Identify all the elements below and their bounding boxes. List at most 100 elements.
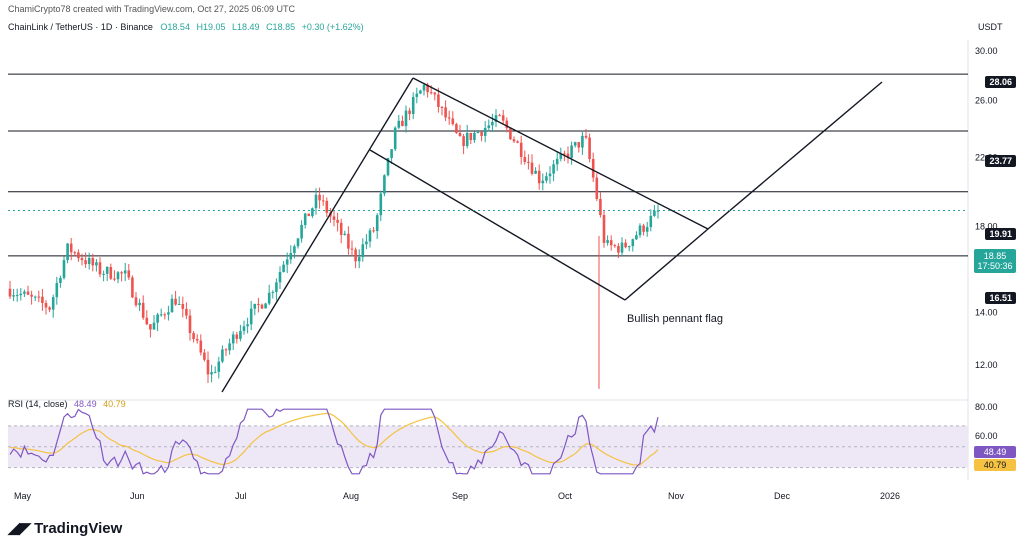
x-tick-label: Jun (130, 491, 145, 501)
candle-body (314, 194, 318, 209)
x-tick-label: Jul (235, 491, 247, 501)
candle-body (617, 245, 620, 253)
candle-body (375, 215, 379, 232)
candle-body (581, 135, 584, 148)
candle-body (156, 314, 159, 323)
candle-body (591, 158, 595, 178)
candle-body (275, 282, 278, 292)
candle-body (15, 295, 19, 297)
candle-body (163, 314, 167, 316)
candle-body (325, 200, 329, 213)
level-23-label: 23.77 (985, 155, 1016, 167)
candle-body (102, 273, 105, 275)
symbol-title: ChainLink / TetherUS · 1D · Binance O18.… (8, 22, 364, 32)
y-tick-label: 14.00 (975, 307, 998, 317)
candle-body (246, 324, 249, 327)
candle-body (210, 372, 213, 375)
candle-body (595, 177, 599, 199)
rsi-title: RSI (14, close) 48.49 40.79 (8, 399, 126, 409)
candle-body (458, 132, 462, 137)
tradingview-logo[interactable]: ◢◤ TradingView (8, 519, 122, 537)
candle-body (480, 131, 483, 136)
candle-body (573, 142, 577, 146)
candle-body (181, 303, 185, 309)
candle-body (530, 162, 534, 174)
candle-body (127, 270, 131, 278)
candle-body (44, 302, 48, 308)
y-tick-label: 30.00 (975, 46, 998, 56)
candle-body (73, 252, 77, 254)
candle-body (584, 135, 588, 138)
rsi-name: RSI (14, close) (8, 399, 68, 409)
candle-body (123, 270, 127, 274)
candle-body (397, 120, 401, 128)
candle-body (285, 259, 289, 265)
candle-body (357, 257, 361, 262)
rsi-value: 48.49 (74, 399, 97, 409)
candle-body (62, 260, 66, 278)
pattern-annotation: Bullish pennant flag (627, 313, 724, 325)
candle-body (635, 235, 638, 240)
candle-body (444, 107, 447, 118)
candle-body (368, 230, 372, 242)
candle-body (55, 282, 59, 298)
candle-body (23, 291, 26, 294)
brand-name: TradingView (34, 520, 123, 537)
ohlc-close: C18.85 (266, 22, 296, 32)
candle-body (105, 267, 109, 274)
rsi-ma-value: 40.79 (103, 399, 126, 409)
candle-body (624, 242, 627, 248)
candle-body (199, 340, 203, 353)
candle-body (613, 245, 617, 247)
candle-body (282, 264, 285, 272)
candle-body (552, 164, 555, 174)
candle-body (206, 359, 210, 375)
candle-body (109, 267, 113, 279)
candle-body (113, 278, 116, 280)
rsi-ma-line (9, 412, 659, 466)
level-19-label: 19.91 (985, 228, 1016, 240)
candle-body (527, 161, 530, 163)
candle-body (426, 84, 429, 93)
candle-body (455, 124, 458, 133)
candle-body (98, 262, 102, 275)
rsi-ma-badge: 40.79 (974, 459, 1016, 471)
candle-body (120, 272, 123, 274)
candle-body (505, 120, 509, 129)
candle-body (145, 317, 149, 325)
candle-body (415, 93, 419, 97)
candle-body (51, 297, 55, 310)
rsi-tick-80: 80.00 (975, 402, 998, 412)
candle-body (451, 118, 455, 125)
candle-body (224, 349, 228, 351)
candle-body (537, 170, 541, 184)
x-tick-label: Nov (668, 491, 685, 501)
candle-body (231, 334, 235, 344)
candle-body (84, 260, 87, 265)
candle-body (332, 216, 336, 220)
candle-body (599, 198, 602, 216)
candle-body (293, 246, 296, 254)
currency-label: USDT (978, 22, 1003, 32)
candle-body (606, 240, 609, 243)
candle-body (37, 296, 41, 298)
candle-body (462, 136, 465, 146)
candle-body (383, 175, 386, 194)
candle-body (300, 225, 303, 239)
candle-body (577, 142, 581, 148)
candle-body (307, 213, 311, 217)
candle-body (411, 96, 415, 115)
x-tick-label: Oct (558, 491, 573, 501)
pennant-lower-line (624, 228, 709, 301)
candle-body (339, 222, 343, 235)
candle-body (555, 158, 559, 165)
candle-body (264, 303, 267, 309)
candle-body (656, 210, 660, 212)
candle-body (541, 180, 545, 184)
candle-body (401, 120, 404, 127)
candle-body (498, 115, 501, 117)
candle-body (609, 240, 613, 246)
candle-body (12, 295, 15, 297)
